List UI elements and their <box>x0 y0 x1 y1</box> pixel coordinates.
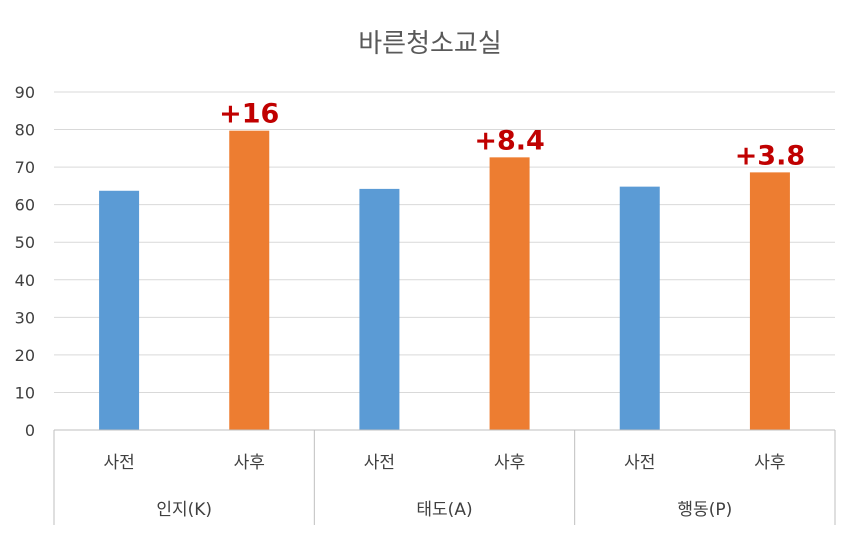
x-group-label: 인지(K) <box>156 500 212 520</box>
chart-title: 바른청소교실 <box>358 29 502 59</box>
y-tick-label: 80 <box>15 121 35 140</box>
x-category-label: 사전 <box>364 453 395 473</box>
y-axis: 0 10 20 30 40 50 60 70 80 90 <box>15 83 35 440</box>
x-category-label: 사전 <box>624 453 655 473</box>
y-tick-label: 50 <box>15 233 35 252</box>
y-tick-label: 60 <box>15 196 35 215</box>
y-tick-label: 30 <box>15 308 35 327</box>
x-category-label: 사후 <box>494 453 525 473</box>
bars <box>99 130 790 430</box>
annotations: +16 +8.4 +3.8 <box>219 99 805 172</box>
bar-2-post <box>489 157 530 430</box>
bar-1-post <box>229 130 270 430</box>
change-annotation: +8.4 <box>474 125 544 156</box>
gridlines <box>54 91 835 393</box>
change-annotation: +3.8 <box>735 140 805 171</box>
y-tick-label: 90 <box>15 83 35 102</box>
x-group-label: 태도(A) <box>416 500 472 520</box>
y-tick-label: 70 <box>15 158 35 177</box>
y-tick-label: 20 <box>15 346 35 365</box>
x-category-label: 사후 <box>754 453 785 473</box>
y-tick-label: 0 <box>25 421 35 440</box>
bar-3-post <box>749 172 790 430</box>
bar-2-pre <box>359 188 400 430</box>
bar-1-pre <box>99 190 140 430</box>
y-tick-label: 10 <box>15 383 35 402</box>
x-category-label: 사후 <box>234 453 265 473</box>
x-group-label: 행동(P) <box>677 500 732 520</box>
bar-3-pre <box>619 186 660 430</box>
x-category-label: 사전 <box>103 453 134 473</box>
change-annotation: +16 <box>219 99 279 130</box>
y-tick-label: 40 <box>15 271 35 290</box>
